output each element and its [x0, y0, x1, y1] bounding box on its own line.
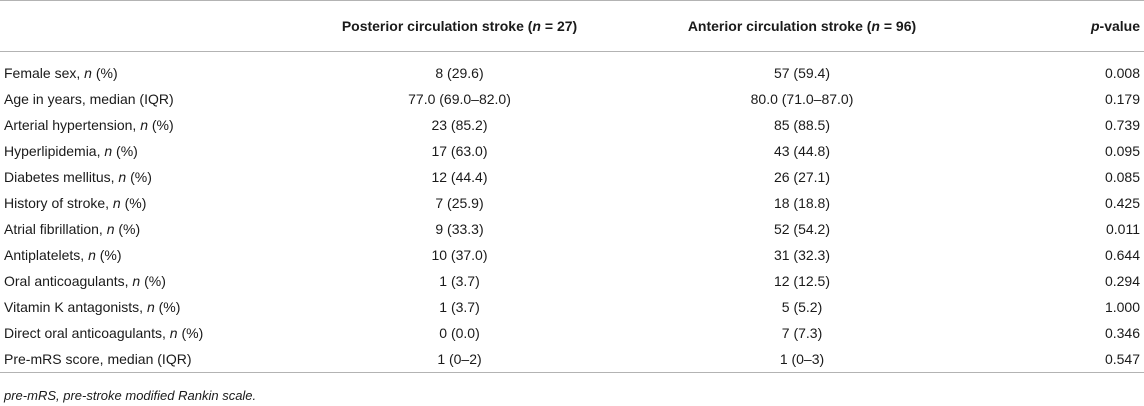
- anterior-value: 57 (59.4): [773, 65, 831, 81]
- posterior-value: 7 (25.9): [435, 195, 484, 211]
- row-label: Pre-mRS score, median (IQR): [0, 346, 318, 373]
- anterior-value: 5 (5.2): [781, 299, 823, 315]
- p-value: 0.008: [1104, 65, 1140, 81]
- row-label: Antiplatelets, n (%): [4, 247, 122, 263]
- row-label: Female sex, n (%): [4, 65, 118, 81]
- posterior-value: 17 (63.0): [431, 143, 488, 159]
- row-label: Vitamin K antagonists, n (%): [4, 299, 181, 315]
- posterior-value: 23 (85.2): [431, 117, 488, 133]
- row-label: Oral anticoagulants, n (%): [4, 273, 166, 289]
- table-row: Arterial hypertension, n (%) 23 (85.2) 85 …: [0, 112, 1144, 138]
- row-label: Direct oral anticoagulants, n (%): [4, 325, 204, 341]
- posterior-value: 1 (3.7): [439, 299, 480, 315]
- table-row: Vitamin K antagonists, n (%) 1 (3.7) 5 (5.…: [0, 294, 1144, 320]
- header-p-value: p-value: [1003, 0, 1144, 52]
- posterior-value: 1 (3.7): [439, 273, 480, 289]
- p-value: 0.547: [1003, 346, 1144, 373]
- p-value: 0.179: [1104, 91, 1140, 107]
- p-value: 0.095: [1104, 143, 1140, 159]
- p-value: 0.644: [1104, 247, 1140, 263]
- p-value: 0.346: [1104, 325, 1140, 341]
- posterior-value: 8 (29.6): [435, 65, 484, 81]
- p-value: 0.739: [1104, 117, 1140, 133]
- header-anterior: Anterior circulation stroke (n = 96): [601, 0, 1003, 52]
- row-label: Diabetes mellitus, n (%): [4, 169, 152, 185]
- table-row: Direct oral anticoagulants, n (%) 0 (0.0)…: [0, 320, 1144, 346]
- anterior-value: 12 (12.5): [773, 273, 831, 289]
- anterior-value: 7 (7.3): [781, 325, 823, 341]
- table-header-row: Posterior circulation stroke (n = 27) An…: [0, 0, 1144, 52]
- table-row: Diabetes mellitus, n (%) 12 (44.4) 26 (27.…: [0, 164, 1144, 190]
- table-row: Atrial fibrillation, n (%) 9 (33.3) 52 (54…: [0, 216, 1144, 242]
- row-label: Hyperlipidemia, n (%): [4, 143, 138, 159]
- table-row: Antiplatelets, n (%) 10 (37.0) 31 (32.3) 0.…: [0, 242, 1144, 268]
- anterior-value: 18 (18.8): [773, 195, 831, 211]
- posterior-value: 9 (33.3): [435, 221, 484, 237]
- anterior-value: 52 (54.2): [773, 221, 831, 237]
- posterior-value: 0 (0.0): [439, 325, 480, 341]
- posterior-value: 1 (0–2): [318, 346, 601, 373]
- anterior-value: 85 (88.5): [773, 117, 831, 133]
- row-label: Atrial fibrillation, n (%): [4, 221, 141, 237]
- baseline-characteristics-table: Posterior circulation stroke (n = 27) An…: [0, 0, 1144, 373]
- header-posterior: Posterior circulation stroke (n = 27): [318, 0, 601, 52]
- table-row: Pre-mRS score, median (IQR) 1 (0–2) 1 (0–3…: [0, 346, 1144, 373]
- row-label: Age in years, median (IQR): [4, 91, 174, 107]
- anterior-value: 31 (32.3): [773, 247, 831, 263]
- p-value: 0.011: [1106, 221, 1140, 237]
- table-row: History of stroke, n (%) 7 (25.9) 18 (18.8…: [0, 190, 1144, 216]
- row-label: History of stroke, n (%): [4, 195, 147, 211]
- posterior-value: 12 (44.4): [431, 169, 488, 185]
- p-value: 1.000: [1104, 299, 1140, 315]
- posterior-value: 77.0 (69.0–82.0): [408, 91, 511, 107]
- anterior-value: 43 (44.8): [773, 143, 831, 159]
- posterior-value: 10 (37.0): [431, 247, 488, 263]
- anterior-value: 80.0 (71.0–87.0): [750, 91, 854, 107]
- row-label: Arterial hypertension, n (%): [4, 117, 174, 133]
- table-row: Hyperlipidemia, n (%) 17 (63.0) 43 (44.8) 0…: [0, 138, 1144, 164]
- table-footnote: pre-mRS, pre-stroke modified Rankin scal…: [4, 388, 257, 403]
- anterior-value: 1 (0–3): [601, 346, 1003, 373]
- table-row: Female sex, n (%) 8 (29.6) 57 (59.4) 0.008: [0, 60, 1144, 86]
- p-value: 0.425: [1104, 195, 1140, 211]
- header-label: [0, 0, 318, 52]
- table-row: Oral anticoagulants, n (%) 1 (3.7) 12 (12.…: [0, 268, 1144, 294]
- anterior-value: 26 (27.1): [773, 169, 831, 185]
- p-value: 0.294: [1104, 273, 1140, 289]
- table-row: Age in years, median (IQR) 77.0 (69.0–82.…: [0, 86, 1144, 112]
- p-value: 0.085: [1104, 169, 1140, 185]
